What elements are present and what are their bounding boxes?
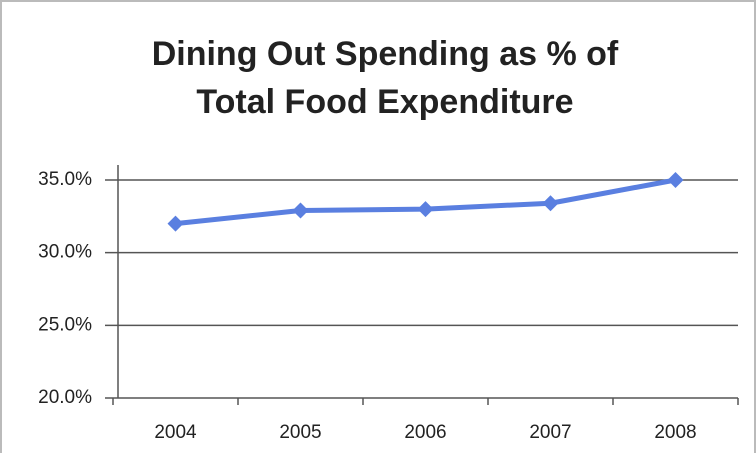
x-tick-label: 2008 xyxy=(654,422,696,443)
x-tick-label: 2004 xyxy=(154,422,197,443)
x-tick-label: 2007 xyxy=(529,422,571,443)
marker xyxy=(542,195,559,212)
marker xyxy=(292,202,309,219)
x-tick-label: 2006 xyxy=(404,422,446,443)
y-tick-label: 20.0% xyxy=(38,387,92,408)
marker xyxy=(667,172,684,188)
chart-title: Dining Out Spending as % of Total Food E… xyxy=(151,35,619,121)
x-tick-label: 2005 xyxy=(279,422,321,443)
marker xyxy=(417,201,434,218)
y-tick-label: 35.0% xyxy=(38,169,92,190)
y-tick-label: 30.0% xyxy=(38,242,92,263)
y-tick-label: 25.0% xyxy=(38,314,92,335)
marker xyxy=(167,215,184,232)
